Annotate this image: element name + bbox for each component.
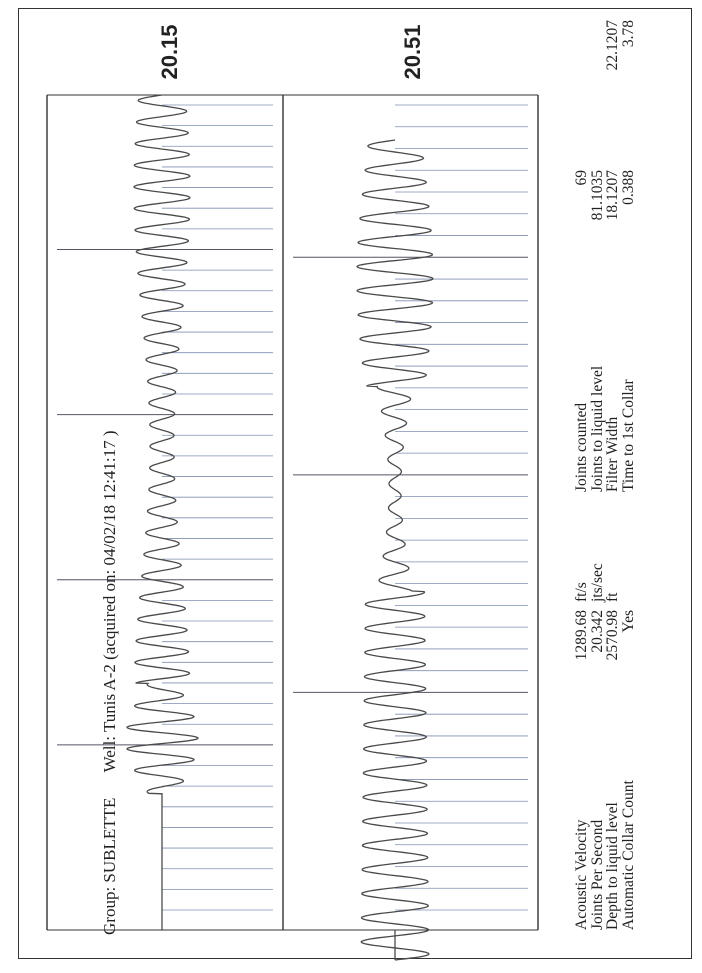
well-name: Tunis A-2 (acquired on: 04/02/18 12:41:1… <box>100 430 119 733</box>
stats-left-labels: Acoustic Velocity Joints Per Second Dept… <box>573 780 637 930</box>
stat-value: Yes <box>619 610 637 633</box>
waveform-trace <box>126 94 199 830</box>
stats-right-labels: Joints counted Joints to liquid level Fi… <box>573 365 637 492</box>
stat-label: Joints counted <box>573 402 590 492</box>
stat-value: 2570.98 <box>604 610 621 661</box>
stat-label: Joints Per Second <box>588 819 606 930</box>
stat-label: Depth to liquid level <box>604 802 621 930</box>
chart-frame <box>18 8 692 959</box>
group-name: SUBLETTE <box>100 797 119 883</box>
stat-unit: ft <box>604 592 621 602</box>
panel-value-label: 20.51 <box>400 24 425 79</box>
stat-value: 69 <box>573 170 590 186</box>
stats-left-values: 1289.68 20.342 2570.98 Yes <box>573 610 637 700</box>
stat-value: 0.388 <box>619 170 637 205</box>
header-line: Group: SUBLETTE Well: Tunis A-2 (acquire… <box>100 430 120 935</box>
stat-extra: 3.78 <box>619 20 637 48</box>
stat-extra: 22.1207 <box>604 20 621 71</box>
stats-left-units: ft/s jts/sec ft <box>573 563 621 602</box>
waveform-trace <box>356 139 434 961</box>
stat-unit: ft/s <box>573 582 590 602</box>
stat-value: 20.342 <box>588 610 606 653</box>
stat-label: Time to 1st Collar <box>619 379 637 492</box>
stat-value: 1289.68 <box>573 610 590 661</box>
stat-extra <box>574 20 590 100</box>
stat-label: Acoustic Velocity <box>573 819 590 930</box>
panel-value-label: 20.15 <box>157 24 182 79</box>
stat-extra <box>590 20 606 100</box>
stat-label: Filter Width <box>604 416 621 492</box>
group-label: Group: <box>100 886 119 935</box>
stats-right-values: 69 81.1035 18.1207 0.388 <box>573 170 637 250</box>
stats-right-extras: 22.1207 3.78 <box>574 20 637 100</box>
stat-label: Automatic Collar Count <box>619 780 637 930</box>
stat-value: 81.1035 <box>588 170 606 221</box>
stat-unit: jts/sec <box>588 563 606 602</box>
stat-label: Joints to liquid level <box>588 365 606 492</box>
well-label: Well: <box>100 735 119 773</box>
stat-value: 18.1207 <box>604 170 621 221</box>
